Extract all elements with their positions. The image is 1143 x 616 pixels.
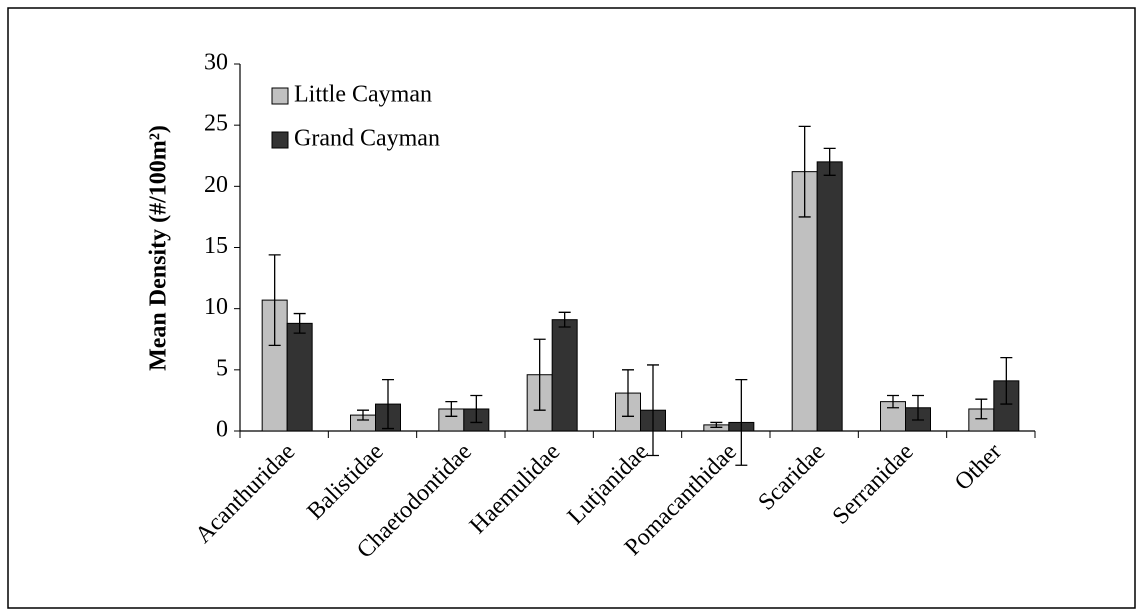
error-bar xyxy=(622,369,634,417)
error-bar xyxy=(887,394,899,409)
error-bar xyxy=(735,378,748,466)
legend-label: Little Cayman xyxy=(294,82,432,108)
legend-swatch xyxy=(271,87,289,105)
bar xyxy=(286,322,313,432)
y-tick-label: 5 xyxy=(216,355,228,381)
y-axis-label: Mean Density (#/100m²) xyxy=(146,125,172,371)
frame xyxy=(7,7,1136,609)
error-bar xyxy=(382,378,394,430)
error-bar xyxy=(647,364,659,457)
y-tick-label: 25 xyxy=(204,111,228,137)
error-bar xyxy=(357,409,369,421)
error-bar xyxy=(798,125,811,218)
y-tick-label: 10 xyxy=(204,294,228,320)
x-tick-label: Scaridae xyxy=(753,439,830,516)
error-bar xyxy=(975,398,988,420)
x-tick-label: Other xyxy=(950,439,1007,496)
error-bar xyxy=(912,394,924,421)
y-tick-label: 20 xyxy=(204,172,228,198)
error-bar xyxy=(293,312,306,334)
error-bar xyxy=(823,147,836,176)
error-bar xyxy=(470,394,483,424)
bar xyxy=(816,161,843,432)
x-tick-label: Haemulidae xyxy=(465,439,565,539)
x-tick-label: Lutjanidae xyxy=(563,439,654,530)
error-bar xyxy=(533,338,546,411)
bar xyxy=(551,319,578,432)
legend-label: Grand Cayman xyxy=(294,126,440,152)
legend-swatch xyxy=(271,131,289,149)
y-tick-label: 0 xyxy=(216,417,228,443)
error-bar xyxy=(445,400,458,417)
y-tick-label: 30 xyxy=(204,50,228,76)
x-tick-label: Acanthuridae xyxy=(190,439,300,549)
error-bar xyxy=(558,311,571,328)
error-bar xyxy=(1000,356,1013,405)
x-tick-label: Serranidae xyxy=(828,439,919,530)
x-tick-label: Balistidae xyxy=(302,439,388,525)
error-bar xyxy=(268,254,281,347)
error-bar xyxy=(710,421,723,428)
y-tick-label: 15 xyxy=(204,233,228,259)
